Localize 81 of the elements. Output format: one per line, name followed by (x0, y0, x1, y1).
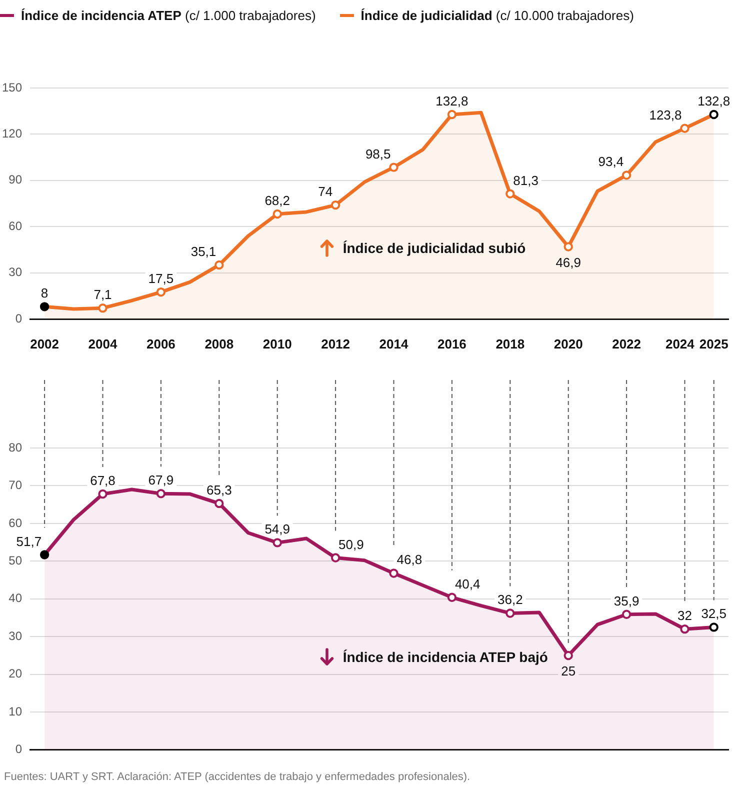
x-tick-label: 2024 (665, 336, 696, 352)
x-tick-label: 2012 (321, 336, 350, 352)
annotation: Índice de judicialidad subió (342, 240, 526, 256)
point (447, 110, 457, 120)
point (98, 489, 108, 499)
data-label: 132,8 (698, 93, 730, 108)
y-tick-label: 80 (8, 440, 22, 454)
data-label: 32 (678, 608, 692, 624)
point (389, 568, 398, 578)
data-label: 7,1 (94, 287, 112, 302)
data-label: 123,8 (649, 107, 682, 122)
point (272, 209, 282, 219)
y-tick-label: 70 (8, 478, 22, 492)
annotation: Índice de incidencia ATEP bajó (342, 648, 548, 665)
x-tick-label: 2008 (204, 336, 234, 352)
data-label: 46,8 (396, 552, 422, 568)
data-label: 35,1 (190, 244, 216, 259)
legend-label: Índice de incidencia ATEP (c/ 1.000 trabajadores) (21, 8, 316, 23)
data-label: 51,7 (16, 534, 42, 549)
y-tick-label: 150 (2, 80, 22, 94)
x-tick-label: 2020 (554, 336, 583, 352)
point (506, 189, 515, 198)
y-tick-label: 0 (15, 311, 22, 326)
data-label: 93,4 (598, 154, 624, 170)
x-tick-label: 2002 (30, 336, 60, 352)
point (156, 489, 166, 498)
point (330, 553, 340, 562)
point (98, 303, 108, 313)
point (564, 242, 573, 252)
point (622, 170, 632, 180)
data-label: 74 (318, 184, 333, 200)
data-label: 67,8 (90, 473, 116, 488)
source-note: Fuentes: UART y SRT. Aclaración: ATEP (accidentes de trabajo y enfermedades profesionales). (4, 771, 470, 783)
x-tick-label: 2025 (699, 336, 728, 352)
data-label: 35,9 (614, 593, 640, 608)
point (330, 200, 340, 210)
data-label: 81,3 (513, 172, 538, 188)
x-tick-label: 2018 (496, 336, 525, 352)
point (447, 592, 457, 602)
y-tick-label: 30 (8, 628, 22, 643)
y-tick-label: 40 (8, 591, 22, 606)
y-tick-label: 60 (8, 218, 22, 233)
y-tick-label: 10 (8, 704, 22, 718)
data-label: 46,9 (556, 254, 582, 270)
y-tick-label: 90 (8, 172, 22, 187)
point (506, 608, 515, 618)
data-label: 68,2 (264, 192, 290, 208)
data-label: 25 (561, 663, 576, 678)
y-tick-label: 60 (8, 516, 22, 530)
x-tick-label: 2014 (379, 336, 409, 352)
data-label: 40,4 (454, 576, 480, 592)
point (272, 538, 282, 548)
data-label: 17,5 (148, 271, 174, 286)
data-label: 67,9 (148, 472, 174, 488)
point (680, 624, 690, 634)
legend-label: Índice de judicialidad (c/ 10.000 trabajadores) (360, 8, 634, 23)
y-tick-label: 30 (8, 265, 22, 280)
point (214, 498, 224, 508)
x-tick-label: 2006 (146, 336, 176, 352)
point (564, 650, 573, 660)
data-label: 98,5 (365, 146, 391, 162)
data-label: 50,9 (338, 536, 364, 552)
x-tick-label: 2004 (88, 336, 118, 352)
point (389, 162, 398, 172)
x-tick-label: 2010 (262, 336, 292, 352)
y-tick-label: 50 (8, 553, 22, 568)
data-label: 36,2 (498, 592, 523, 608)
point (680, 124, 690, 133)
y-tick-label: 20 (8, 666, 22, 681)
data-label: 65,3 (206, 482, 232, 498)
data-label: 132,8 (436, 93, 468, 108)
x-tick-label: 2022 (612, 336, 642, 352)
y-tick-label: 120 (2, 126, 22, 141)
point (622, 610, 632, 619)
data-label: 32,5 (701, 606, 727, 622)
y-tick-label: 0 (15, 742, 22, 756)
point (156, 287, 166, 297)
x-tick-label: 2016 (437, 336, 466, 352)
data-label: 54,9 (264, 522, 290, 537)
data-label: 8 (40, 286, 48, 301)
point (214, 260, 224, 270)
